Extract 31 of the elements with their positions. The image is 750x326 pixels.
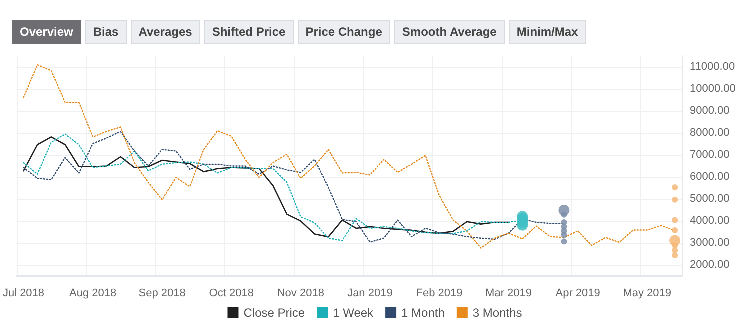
text: Averages [130,20,200,44]
x-tick-label: Aug 2018 [69,288,117,300]
x-tick-label: Sep 2018 [138,288,186,300]
y-tick-label: 6000.00 [690,171,730,183]
text: Smooth Average [394,20,505,44]
y-tick-label: 2000.00 [690,259,730,271]
text: Price Change [298,20,390,44]
x-tick-label: Nov 2018 [277,288,324,300]
text: Bias [85,20,127,44]
text: Minim/Max [508,20,586,44]
y-tick-label: 3000.00 [690,237,730,249]
x-tick-label: Feb 2019 [416,288,463,300]
x-tick-label: Jul 2018 [2,288,45,300]
legend-label: Close Price [244,306,306,320]
x-tick-label: Oct 2018 [209,288,254,300]
x-tick-label: May 2019 [623,288,672,300]
x-tick-label: Apr 2019 [556,288,600,300]
y-tick-label: 4000.00 [690,215,730,227]
y-tick-label: 10000.00 [690,83,736,95]
legend-label: 3 Months [472,306,522,320]
y-tick-label: 5000.00 [690,193,730,205]
text: Shifted Price [204,20,294,44]
legend-label: 1 Week [333,306,375,320]
legend-label: 1 Month [402,306,445,320]
text: Overview [12,20,82,44]
x-tick-label: Mar 2019 [486,288,532,300]
y-tick-label: 7000.00 [690,149,730,161]
y-tick-label: 8000.00 [690,127,730,139]
y-tick-label: 9000.00 [690,105,730,117]
x-tick-label: Jan 2019 [348,288,393,300]
y-tick-label: 11000.00 [690,61,736,73]
